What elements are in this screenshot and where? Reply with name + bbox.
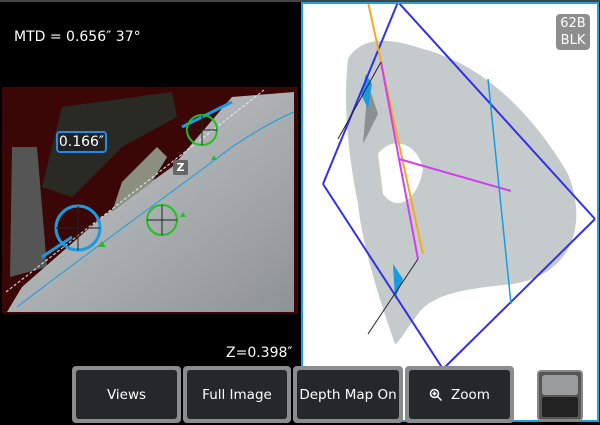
depth-lines (337, 61, 419, 335)
top-divider (0, 0, 600, 2)
dark-component (42, 92, 177, 197)
damage-area (112, 147, 167, 212)
z-readout: Z=0.398″ (226, 345, 293, 361)
full-image-button[interactable]: Full Image (183, 366, 291, 423)
zoom-label: Zoom (451, 386, 490, 403)
views-button[interactable]: Views (72, 366, 181, 423)
point-cloud-view[interactable] (303, 4, 597, 420)
inspection-image (2, 87, 298, 314)
axis-line (367, 4, 424, 255)
cursor-green-2[interactable] (146, 204, 178, 236)
3d-view-panel[interactable]: 62B BLK (301, 2, 599, 422)
surface-model (346, 40, 577, 344)
views-label: Views (106, 386, 147, 403)
profile-lines (380, 61, 512, 260)
hole-region (378, 143, 423, 204)
depth-map-label: Depth Map On (299, 386, 397, 403)
contour-line (487, 78, 512, 305)
blue-patches (361, 74, 403, 299)
cursor-green-1[interactable] (186, 114, 218, 146)
depth-label: 0.166″ (56, 131, 107, 153)
badge-line-1: 62B (560, 16, 586, 31)
depth-map-button[interactable]: Depth Map On (293, 366, 403, 423)
view-toggle-switch[interactable] (537, 370, 583, 421)
blue-edge-marks (41, 100, 233, 259)
profile-line (16, 111, 295, 308)
full-image-label: Full Image (202, 386, 272, 403)
zoom-button[interactable]: Zoom (405, 366, 514, 423)
magnifier-plus-icon (429, 388, 443, 401)
z-marker: Z (173, 160, 188, 175)
blade-surface (7, 92, 294, 312)
cursor-blue[interactable] (54, 204, 102, 252)
probe-badge: 62B BLK (556, 14, 590, 50)
mtd-readout: MTD = 0.656″ 37° (14, 29, 141, 45)
badge-line-2: BLK (560, 33, 586, 48)
left-edge (10, 147, 47, 277)
